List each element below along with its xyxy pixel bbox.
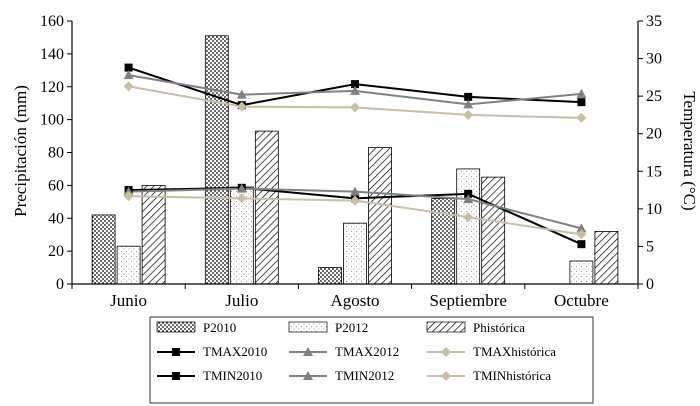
bar-phistorica-agosto xyxy=(368,147,392,285)
axes-layer: 0 20 40 60 80 100 120 140 160 0 5 10 15 20 25 30 35 Junio… xyxy=(40,13,662,310)
legend-marker-tmin2012 xyxy=(303,371,313,380)
marker-tmax2010-junio xyxy=(124,63,133,72)
marker-tmaxhistorica-octubre xyxy=(576,112,587,123)
marker-tmax2012-julio xyxy=(236,89,247,99)
marker-tmaxhistorica-agosto xyxy=(350,102,360,113)
y2-tick-label: 35 xyxy=(646,13,662,30)
bar-phistorica-septiembre xyxy=(481,176,506,285)
bar-phistorica-julio xyxy=(254,130,279,285)
legend-label-tmin2010: TMIN2010 xyxy=(203,368,262,383)
y2-tick-label: 0 xyxy=(646,276,654,293)
legend-label-tmaxhistorica: TMAXhistórica xyxy=(473,344,556,359)
bar-p2012-agosto xyxy=(343,222,367,285)
legend-label-tminhistorica: TMINhistórica xyxy=(473,368,551,383)
x-tick-label-agosto: Agosto xyxy=(330,291,379,310)
marker-tmin2010-octubre xyxy=(577,240,586,249)
legend-label-tmin2012: TMIN2012 xyxy=(335,368,394,383)
bar-p2010-julio xyxy=(204,35,229,285)
legend-box xyxy=(149,316,594,404)
legend-marker-tmin2010 xyxy=(172,372,180,380)
y2-tick-label: 30 xyxy=(646,51,662,68)
legend-marker-tminhistorica xyxy=(441,371,451,381)
y-tick-label: 100 xyxy=(40,112,64,129)
bar-p2012-junio xyxy=(116,245,141,285)
bar-p2010-agosto xyxy=(318,267,342,285)
bar-p2012-septiembre xyxy=(456,168,481,285)
marker-tmax2012-octubre xyxy=(576,88,587,98)
y2-tick-label: 15 xyxy=(646,163,662,180)
marker-tminhistorica-agosto xyxy=(350,195,360,206)
x-tick-label-junio: Junio xyxy=(110,291,147,310)
lines-layer xyxy=(123,63,587,249)
marker-tminhistorica-octubre xyxy=(576,229,587,240)
bar-phistorica-octubre xyxy=(594,230,619,285)
marker-tmin2012-junio xyxy=(123,186,134,196)
legend-label-phistorica: Phistórica xyxy=(473,320,525,335)
legend-marker-tmax2012 xyxy=(303,347,313,356)
y2-tick-label: 20 xyxy=(646,126,662,143)
y-tick-label: 0 xyxy=(56,276,64,293)
marker-tmax2012-agosto xyxy=(350,85,360,95)
legend: P2010 P2012 Phistórica TMAX2010 TMAX2012 TMAX… xyxy=(149,316,594,404)
marker-tmax2012-septiembre xyxy=(463,99,474,109)
bars-layer xyxy=(91,35,619,285)
y-tick-label: 40 xyxy=(48,210,64,227)
bar-phistorica-junio xyxy=(141,184,166,285)
marker-tminhistorica-septiembre xyxy=(463,212,474,223)
marker-tmax2010-octubre xyxy=(577,98,586,107)
x-tick-label-julio: Julio xyxy=(225,291,258,310)
marker-tmax2012-junio xyxy=(123,70,134,80)
y-tick-label: 80 xyxy=(48,145,64,162)
bar-p2010-junio xyxy=(91,214,116,285)
marker-tmaxhistorica-junio xyxy=(123,81,134,92)
y2-tick-label: 10 xyxy=(646,201,662,218)
marker-tminhistorica-julio xyxy=(236,193,247,204)
y-tick-label: 20 xyxy=(48,243,64,260)
x-tick-label-septiembre: Septiembre xyxy=(429,291,506,310)
marker-tmaxhistorica-septiembre xyxy=(463,109,474,120)
x-tick-label-octubre: Octubre xyxy=(554,291,609,310)
marker-tmin2012-agosto xyxy=(350,186,360,196)
y-tick-label: 60 xyxy=(48,177,64,194)
bar-p2012-octubre xyxy=(569,260,594,285)
marker-tmax2010-septiembre xyxy=(464,92,473,101)
y2-tick-label: 5 xyxy=(646,238,654,255)
marker-tmin2012-octubre xyxy=(576,223,587,233)
legend-swatch-p2010 xyxy=(156,321,196,333)
legend-label-p2012: P2012 xyxy=(335,320,368,335)
marker-tmax2010-agosto xyxy=(351,80,359,89)
legend-marker-tmaxhistorica xyxy=(441,347,451,357)
y-tick-label: 160 xyxy=(40,13,64,30)
legend-marker-tmax2010 xyxy=(172,348,180,356)
marker-tmin2012-septiembre xyxy=(463,194,474,204)
y-axis-title: Precipitación (mm) xyxy=(11,85,30,217)
legend-swatch-p2012 xyxy=(288,321,328,333)
legend-label-tmax2010: TMAX2010 xyxy=(203,344,267,359)
y2-tick-label: 25 xyxy=(646,88,662,105)
marker-tmin2012-julio xyxy=(236,183,247,193)
y-tick-label: 140 xyxy=(40,46,64,63)
legend-swatch-phistorica xyxy=(426,321,466,333)
marker-tmaxhistorica-julio xyxy=(236,101,247,112)
y2-axis-title: Temperatura (°C) xyxy=(680,91,699,210)
legend-label-tmax2012: TMAX2012 xyxy=(335,344,399,359)
y-tick-label: 120 xyxy=(40,79,64,96)
marker-tminhistorica-junio xyxy=(123,191,134,202)
legend-label-p2010: P2010 xyxy=(203,320,236,335)
marker-tmin2010-septiembre xyxy=(464,189,473,198)
